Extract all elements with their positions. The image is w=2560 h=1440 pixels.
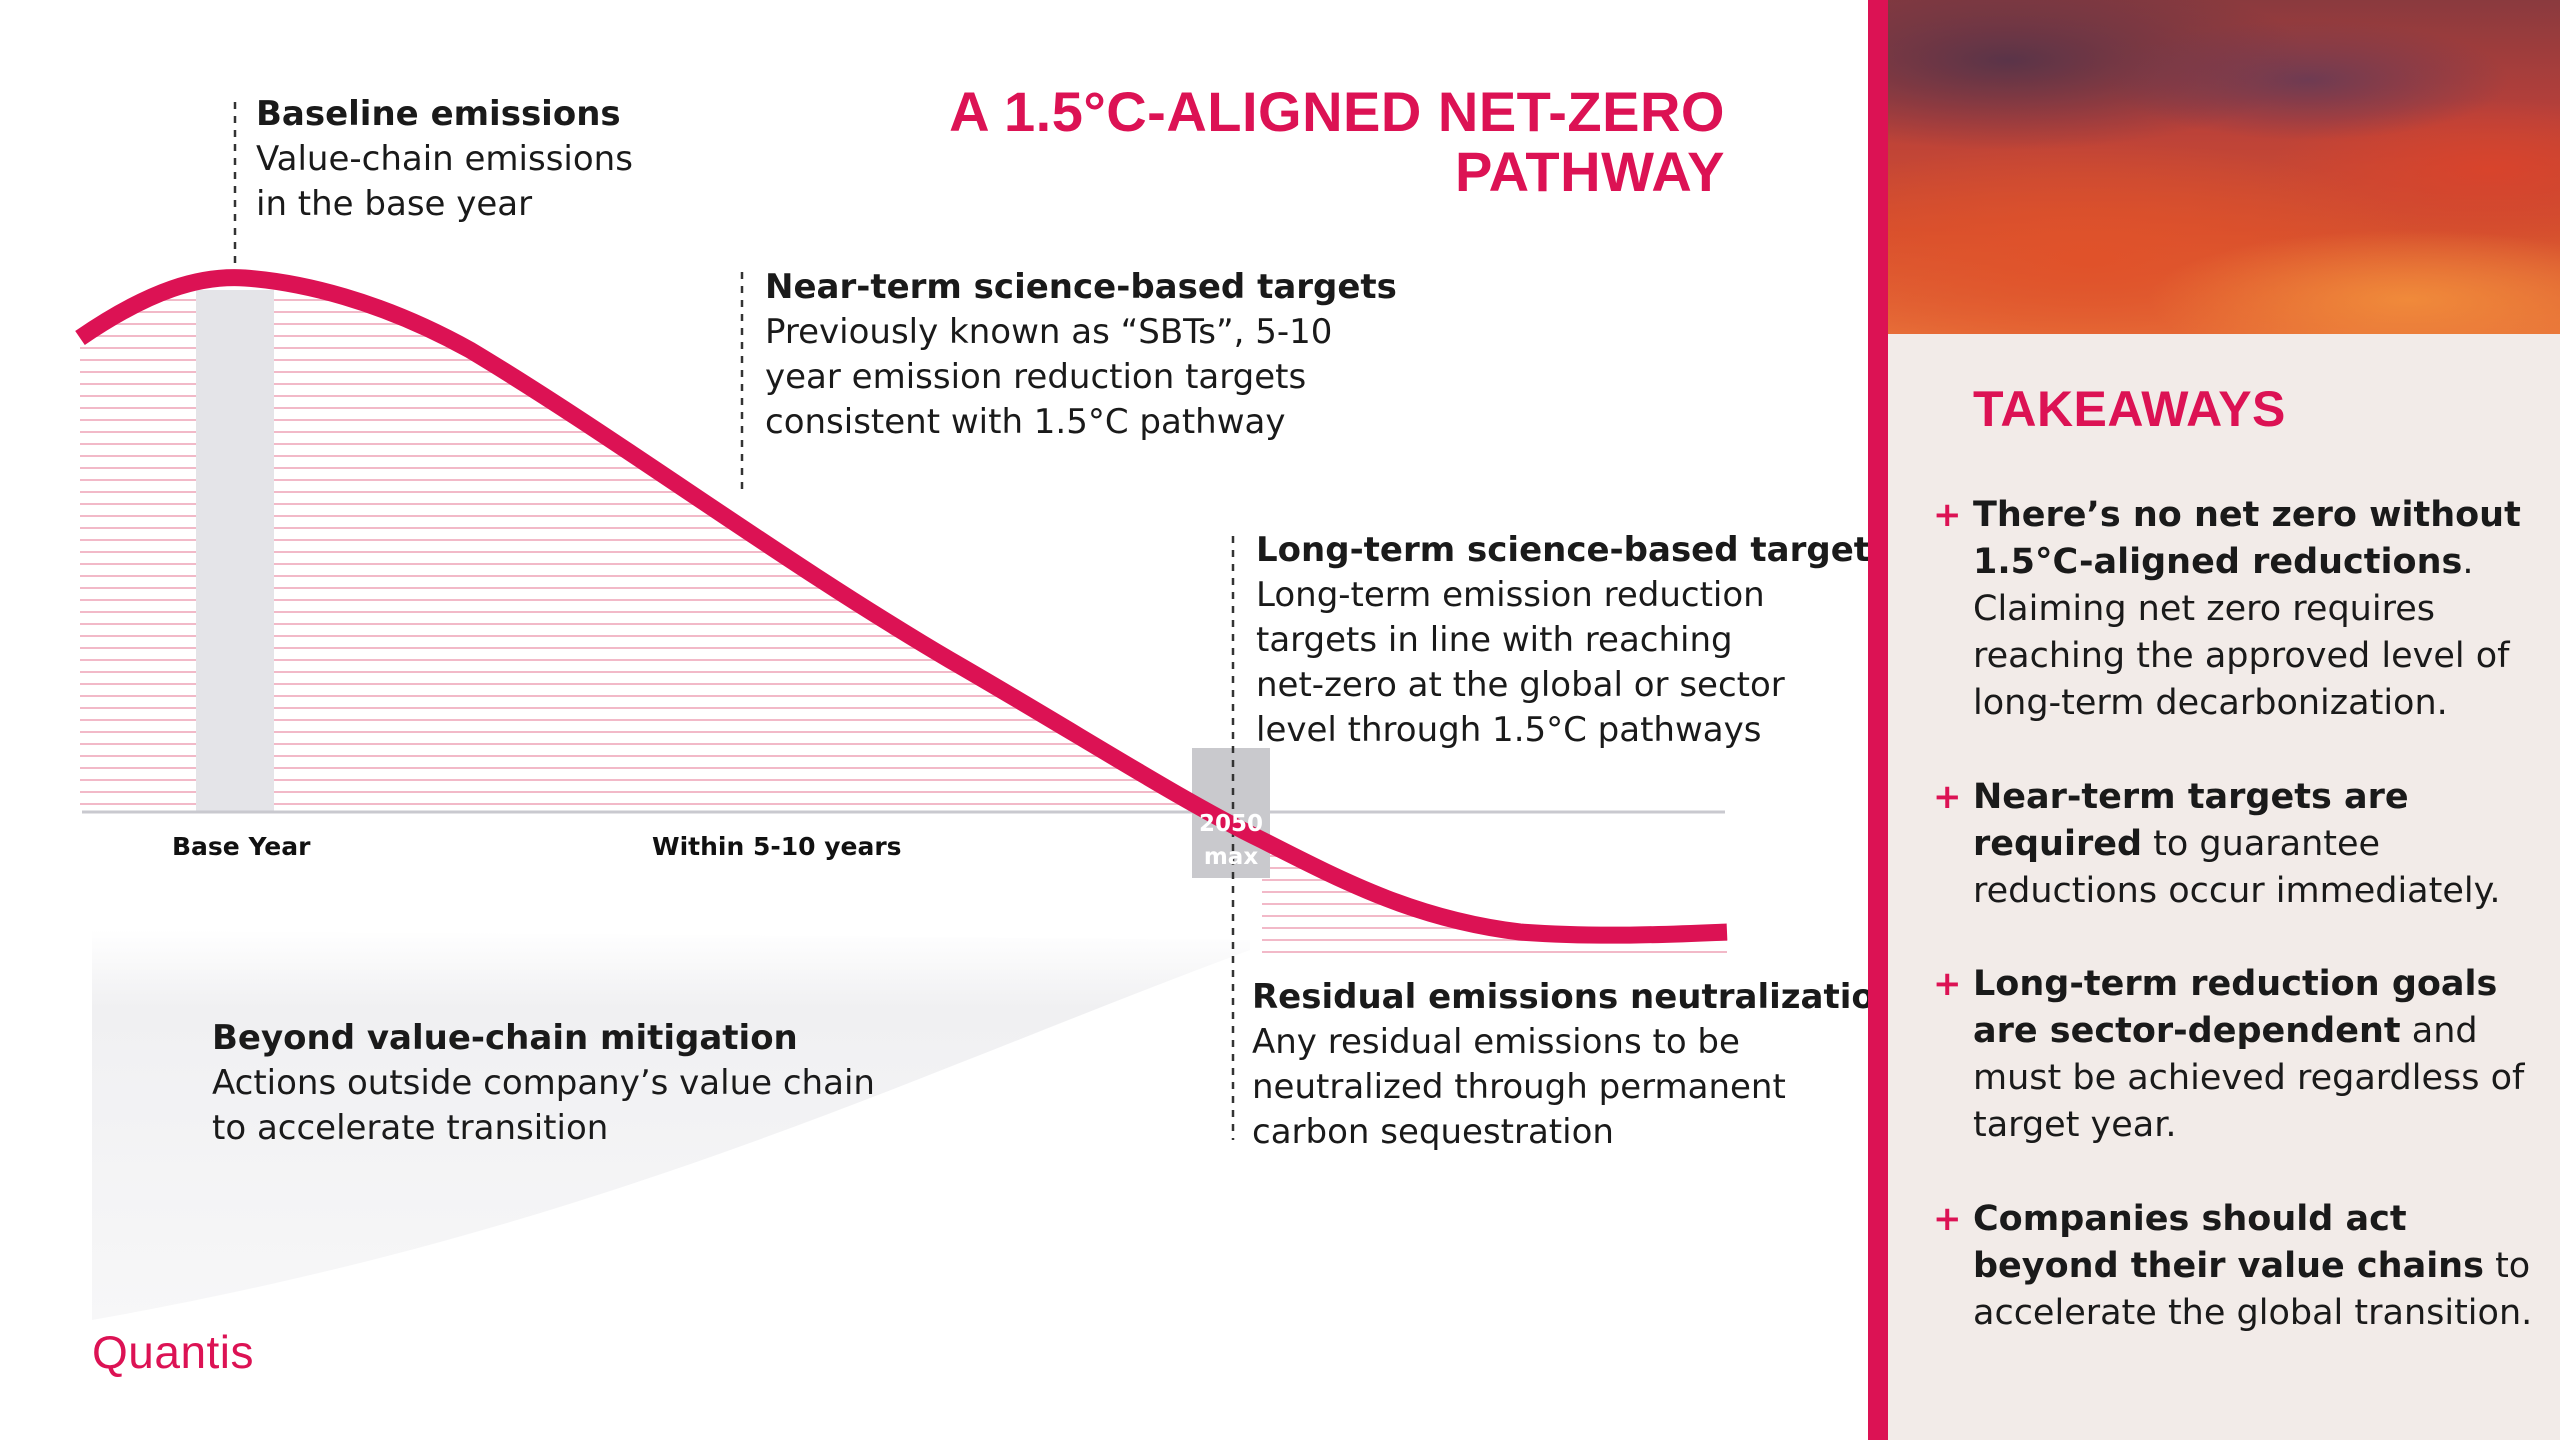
- near-term-line-1: Previously known as “SBTs”, 5-10: [765, 312, 1333, 352]
- takeaway-bold: Long-term reduction goals are sector-dep…: [1973, 964, 2498, 1051]
- net-zero-pathway-curve: [75, 269, 1728, 944]
- baseline-line-2: in the base year: [256, 184, 533, 224]
- near-term-heading: Near-term science-based targets: [765, 267, 1397, 307]
- takeaway-item: + There’s no net zero without 1.5°C-alig…: [1933, 492, 2533, 727]
- takeaway-bold: Companies should act beyond their value …: [1973, 1199, 2484, 1286]
- baseline-annotation: Baseline emissions Value-chain emissions…: [256, 92, 633, 227]
- takeaway-text: . Claiming net zero requires reaching th…: [1973, 542, 2510, 723]
- long-term-line-1: Long-term emission reduction: [1256, 575, 1765, 615]
- long-term-annotation: Long-term science-based targets Long-ter…: [1256, 528, 1868, 753]
- plus-icon: +: [1933, 964, 1962, 1004]
- long-term-line-2: targets in line with reaching: [1256, 620, 1733, 660]
- takeaways-sidebar: TAKEAWAYS + There’s no net zero without …: [1868, 0, 2560, 1440]
- takeaway-item: + Long-term reduction goals are sector-d…: [1933, 961, 2533, 1149]
- residual-heading: Residual emissions neutralization: [1252, 977, 1868, 1017]
- beyond-value-chain-area: [92, 930, 1250, 1320]
- beyond-annotation: Beyond value-chain mitigation Actions ou…: [212, 1016, 875, 1151]
- within-years-label: Within 5-10 years: [652, 832, 902, 861]
- beyond-line-2: to accelerate transition: [212, 1108, 609, 1148]
- residual-line-1: Any residual emissions to be: [1252, 1022, 1740, 1062]
- title-line-1: A 1.5°C-ALIGNED NET-ZERO: [949, 80, 1725, 143]
- beyond-line-1: Actions outside company’s value chain: [212, 1063, 875, 1103]
- takeaway-text: and must be achieved regardless of targe…: [1973, 1011, 2525, 1145]
- sidebar-accent-bar: [1868, 0, 1888, 1440]
- plus-icon: +: [1933, 495, 1962, 535]
- near-term-line-2: year emission reduction targets: [765, 357, 1307, 397]
- residual-line-3: carbon sequestration: [1252, 1112, 1614, 1152]
- title-line-2: PATHWAY: [1454, 140, 1725, 203]
- long-term-line-4: level through 1.5°C pathways: [1256, 710, 1762, 750]
- near-term-line-3: consistent with 1.5°C pathway: [765, 402, 1286, 442]
- takeaways-heading: TAKEAWAYS: [1973, 381, 2286, 437]
- pathway-diagram: [75, 102, 1728, 1320]
- long-term-line-3: net-zero at the global or sector: [1256, 665, 1785, 705]
- plus-icon: +: [1933, 777, 1962, 817]
- plus-icon: +: [1933, 1199, 1962, 1239]
- takeaway-item: + Companies should act beyond their valu…: [1933, 1196, 2533, 1337]
- marker-2050-year: 2050: [1198, 811, 1263, 837]
- marker-2050-label: 2050 max: [1192, 808, 1270, 874]
- residual-line-2: neutralized through permanent: [1252, 1067, 1786, 1107]
- takeaway-text: to accelerate the global transition.: [1973, 1246, 2533, 1333]
- sunset-sky-image: [1888, 0, 2560, 334]
- beyond-heading: Beyond value-chain mitigation: [212, 1018, 798, 1058]
- diagram-area: A 1.5°C-ALIGNED NET-ZERO PATHWAY Baselin…: [75, 81, 1868, 1378]
- baseline-line-1: Value-chain emissions: [256, 139, 633, 179]
- long-term-heading: Long-term science-based targets: [1256, 530, 1868, 570]
- baseline-heading: Baseline emissions: [256, 94, 621, 134]
- takeaway-bold: Near-term targets are required: [1973, 777, 2409, 864]
- takeaway-text: to guarantee reductions occur immediatel…: [1973, 824, 2501, 911]
- quantis-logo: Quantis: [92, 1326, 255, 1378]
- residual-annotation: Residual emissions neutralization Any re…: [1252, 975, 1868, 1155]
- takeaway-bold: There’s no net zero without 1.5°C-aligne…: [1973, 495, 2521, 582]
- takeaway-item: + Near-term targets are required to guar…: [1933, 774, 2533, 915]
- page-title: A 1.5°C-ALIGNED NET-ZERO PATHWAY: [725, 82, 1725, 202]
- marker-2050-max: max: [1203, 844, 1259, 870]
- base-year-label: Base Year: [172, 832, 311, 861]
- base-year-bar: [196, 290, 274, 812]
- near-term-annotation: Near-term science-based targets Previous…: [765, 265, 1397, 445]
